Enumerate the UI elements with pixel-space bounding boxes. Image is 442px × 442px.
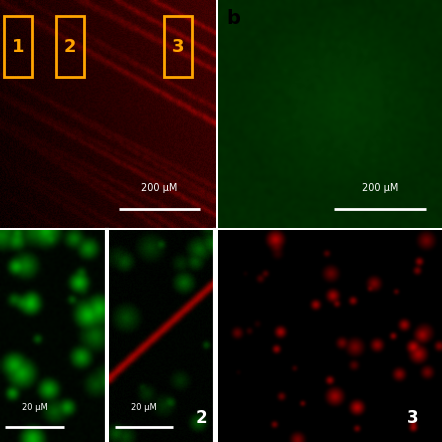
Text: 3: 3 <box>171 38 184 56</box>
Bar <box>4 16 32 77</box>
Text: 1: 1 <box>12 38 25 56</box>
Text: 200 μM: 200 μM <box>362 183 399 194</box>
Text: 200 μM: 200 μM <box>141 183 178 194</box>
Text: 2: 2 <box>196 409 207 427</box>
Bar <box>164 16 192 77</box>
Text: 20 μM: 20 μM <box>131 403 157 412</box>
Text: 20 μM: 20 μM <box>22 403 48 412</box>
Bar <box>56 16 84 77</box>
Text: 3: 3 <box>407 409 419 427</box>
Text: 2: 2 <box>64 38 76 56</box>
Text: b: b <box>227 9 240 28</box>
